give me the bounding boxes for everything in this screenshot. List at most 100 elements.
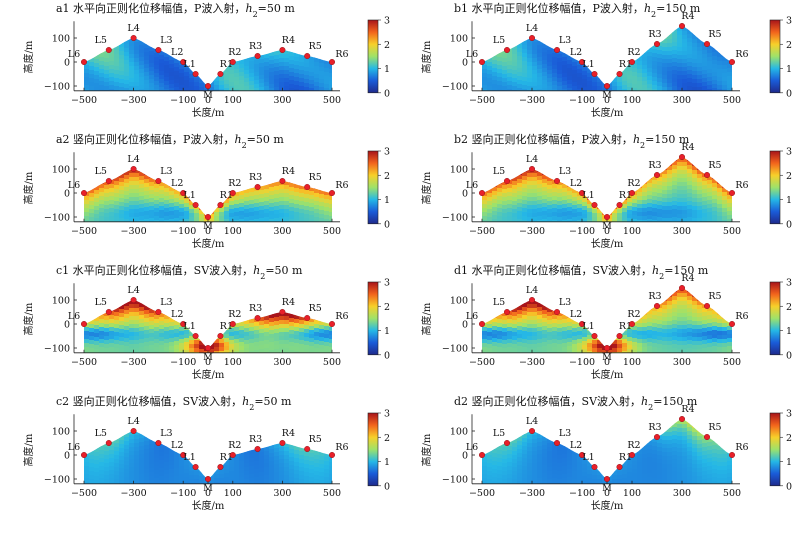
heatmap-cell	[647, 179, 653, 184]
heatmap-cell	[652, 57, 658, 62]
heatmap-cell	[234, 470, 240, 475]
point-label-r6: R6	[335, 311, 348, 322]
heatmap-cell	[124, 477, 130, 482]
heatmap-cell	[144, 175, 150, 180]
heatmap-cell	[697, 194, 703, 199]
heatmap-cell	[637, 77, 643, 82]
heatmap-cell	[547, 66, 553, 71]
heatmap-cell	[249, 204, 255, 209]
heatmap-cell	[547, 447, 553, 452]
title-var: h	[633, 133, 640, 146]
heatmap-cell	[144, 191, 150, 196]
heatmap-cell	[717, 81, 723, 86]
heatmap-cell	[164, 216, 170, 221]
x-tick-label: 0	[604, 226, 610, 237]
heatmap-cell	[144, 310, 150, 315]
heatmap-cell	[712, 473, 718, 478]
heatmap-cell	[517, 80, 523, 85]
heatmap-cell	[677, 424, 683, 429]
heatmap-cell	[209, 349, 215, 353]
heatmap-cell	[104, 344, 110, 349]
point-r3	[254, 446, 261, 453]
point-l4	[130, 35, 137, 42]
heatmap-cell	[234, 61, 240, 66]
heatmap-cell	[542, 306, 548, 311]
heatmap-cell	[532, 54, 538, 59]
heatmap-cell	[522, 319, 528, 324]
heatmap-cell	[672, 221, 678, 222]
heatmap-cell	[702, 50, 708, 55]
heatmap-cell	[567, 481, 573, 484]
heatmap-cell	[159, 55, 165, 60]
heatmap-cell	[84, 347, 90, 352]
heatmap-cell	[512, 197, 518, 202]
heatmap-cell	[517, 52, 523, 57]
heatmap-cell	[284, 451, 290, 456]
heatmap-cell	[512, 62, 518, 67]
heatmap-cell	[179, 458, 185, 463]
heatmap-cell	[497, 315, 503, 320]
heatmap-cell	[294, 327, 300, 332]
heatmap-cell	[124, 445, 130, 450]
heatmap-cell	[184, 195, 190, 200]
heatmap-cell	[617, 213, 623, 218]
heatmap-cell	[309, 199, 315, 204]
heatmap-cell	[149, 452, 155, 457]
heatmap-cell	[149, 186, 155, 191]
heatmap-cell	[304, 206, 310, 211]
heatmap-cell	[104, 348, 110, 353]
heatmap-cell	[727, 465, 732, 470]
heatmap-cell	[139, 466, 145, 471]
point-label-l2: L2	[570, 178, 582, 189]
heatmap-cell	[169, 72, 175, 77]
heatmap-cell	[94, 55, 100, 60]
heatmap-cell	[502, 197, 508, 202]
heatmap-cell	[304, 87, 310, 91]
heatmap-cell	[657, 328, 663, 333]
heatmap-cell	[184, 338, 190, 343]
heatmap-cell	[229, 459, 235, 464]
point-r1	[616, 70, 623, 77]
heatmap-cell	[239, 211, 245, 216]
heatmap-cell	[309, 342, 315, 347]
heatmap-cell	[139, 81, 145, 86]
heatmap-cell	[487, 58, 493, 63]
heatmap-cell	[672, 177, 678, 182]
heatmap-cell	[707, 200, 713, 205]
heatmap-cell	[269, 449, 275, 454]
heatmap-cell	[697, 464, 703, 469]
heatmap-cell	[707, 176, 713, 181]
heatmap-cell	[144, 449, 150, 454]
heatmap-cell	[502, 455, 508, 460]
heatmap-cell	[692, 59, 698, 64]
heatmap-cell	[164, 204, 170, 209]
heatmap-cell	[712, 64, 718, 69]
heatmap-cell	[527, 308, 533, 313]
heatmap-cell	[492, 453, 498, 458]
heatmap-cell	[229, 213, 235, 218]
heatmap-cell	[637, 347, 643, 352]
heatmap-cell	[622, 482, 628, 484]
heatmap-cell	[254, 322, 260, 327]
point-r3	[254, 53, 261, 60]
heatmap-cell	[274, 71, 280, 76]
heatmap-cell	[244, 86, 250, 91]
heatmap-cell	[507, 180, 513, 185]
heatmap-cell	[662, 71, 668, 76]
heatmap-cell	[329, 212, 332, 217]
heatmap-cell	[502, 340, 508, 345]
point-label-r4: R4	[282, 35, 295, 46]
heatmap-cell	[319, 472, 325, 477]
heatmap-cell	[662, 444, 668, 449]
heatmap-cell	[562, 216, 568, 221]
heatmap-cell	[587, 482, 593, 484]
heatmap-cell	[697, 432, 703, 437]
heatmap-cell	[259, 218, 265, 222]
heatmap-cell	[174, 214, 180, 219]
heatmap-cell	[174, 83, 180, 88]
heatmap-cell	[304, 79, 310, 84]
heatmap-cell	[109, 450, 115, 455]
heatmap-cell	[647, 338, 653, 343]
heatmap-cell	[169, 199, 175, 204]
heatmap-cell	[289, 64, 295, 69]
